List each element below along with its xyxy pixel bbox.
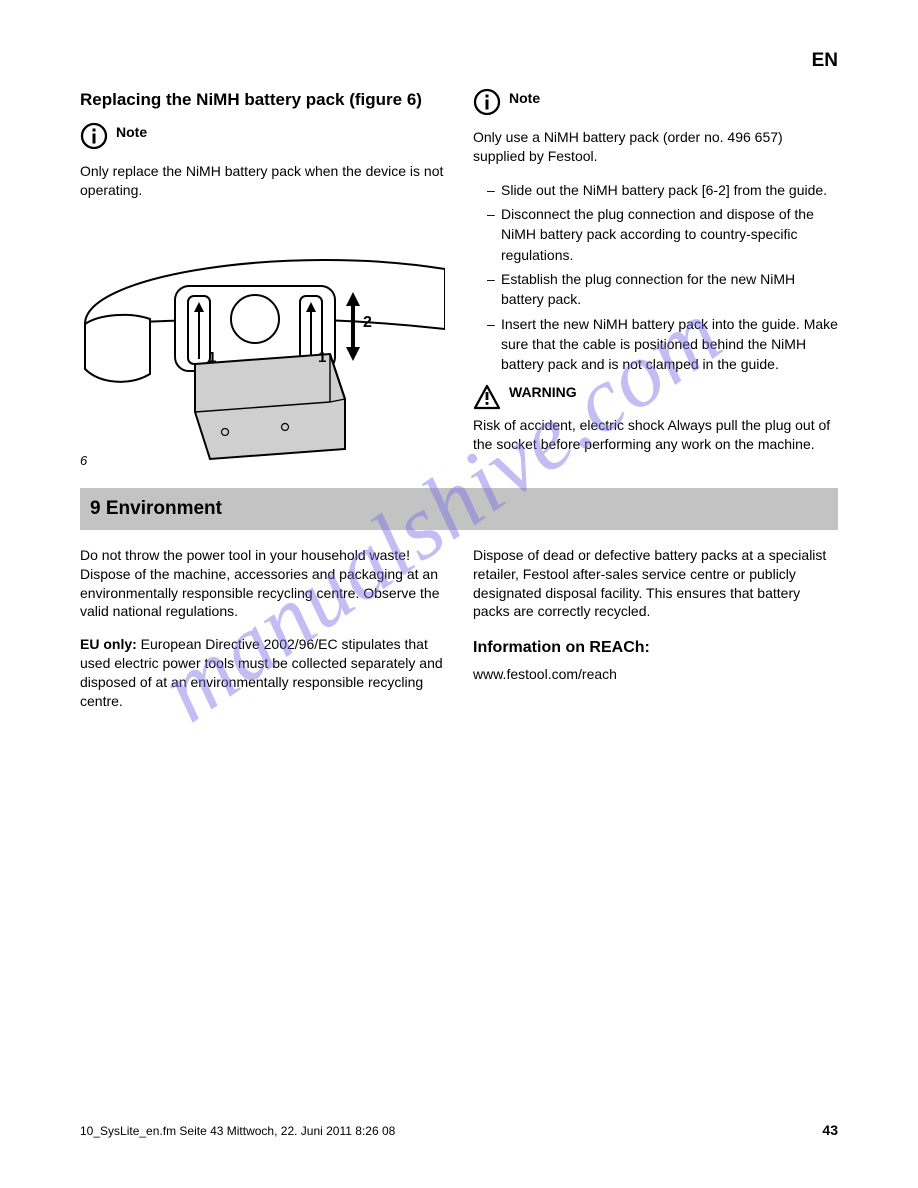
left-title: Replacing the NiMH battery pack (figure …	[80, 90, 445, 110]
env-para2-strong: EU only:	[80, 636, 137, 652]
env-right-column: Dispose of dead or defective battery pac…	[473, 546, 838, 725]
reach-heading: Information on REACh:	[473, 639, 838, 657]
page-container: EN Replacing the NiMH battery pack (figu…	[0, 0, 918, 1188]
list-item: Insert the new NiMH battery pack into th…	[487, 314, 838, 375]
warning-row: WARNING	[473, 384, 838, 410]
info-icon	[473, 88, 501, 116]
left-note-text: Only replace the NiMH battery pack when …	[80, 162, 445, 200]
env-para3: Dispose of dead or defective battery pac…	[473, 546, 838, 622]
info-icon	[80, 122, 108, 150]
header-lang: EN	[812, 50, 838, 72]
warning-text: Risk of accident, electric shock Always …	[473, 416, 838, 454]
left-column: Replacing the NiMH battery pack (figure …	[80, 90, 445, 472]
warning-label: WARNING	[509, 384, 577, 400]
list-item: Establish the plug connection for the ne…	[487, 269, 838, 310]
env-para1: Do not throw the power tool in your hous…	[80, 546, 445, 622]
reach-link: www.festool.com/reach	[473, 665, 838, 684]
left-note-row: Note	[80, 124, 445, 150]
right-note-row: Note	[473, 90, 838, 116]
list-item: Disconnect the plug connection and dispo…	[487, 204, 838, 265]
right-column: Note Only use a NiMH battery pack (order…	[473, 90, 838, 472]
svg-text:2: 2	[363, 314, 372, 331]
steps-list: Slide out the NiMH battery pack [6-2] fr…	[487, 180, 838, 375]
svg-text:1: 1	[208, 349, 216, 366]
figure-number: 6	[80, 453, 87, 468]
footer-left: 10_SysLite_en.fm Seite 43 Mittwoch, 22. …	[80, 1124, 395, 1138]
environment-bar: 9 Environment	[80, 488, 838, 530]
figure-6: 1 1 2 6	[80, 214, 445, 464]
right-note-label: Note	[509, 90, 540, 106]
footer-page-number: 43	[822, 1122, 838, 1138]
right-note-text: Only use a NiMH battery pack (order no. …	[473, 128, 838, 166]
env-left-column: Do not throw the power tool in your hous…	[80, 546, 445, 725]
left-note-label: Note	[116, 124, 147, 140]
warning-icon	[473, 384, 501, 410]
two-column-layout: Replacing the NiMH battery pack (figure …	[80, 90, 838, 472]
environment-columns: Do not throw the power tool in your hous…	[80, 546, 838, 725]
svg-text:1: 1	[318, 349, 326, 366]
list-item: Slide out the NiMH battery pack [6-2] fr…	[487, 180, 838, 200]
env-para2-wrap: EU only: European Directive 2002/96/EC s…	[80, 635, 445, 711]
